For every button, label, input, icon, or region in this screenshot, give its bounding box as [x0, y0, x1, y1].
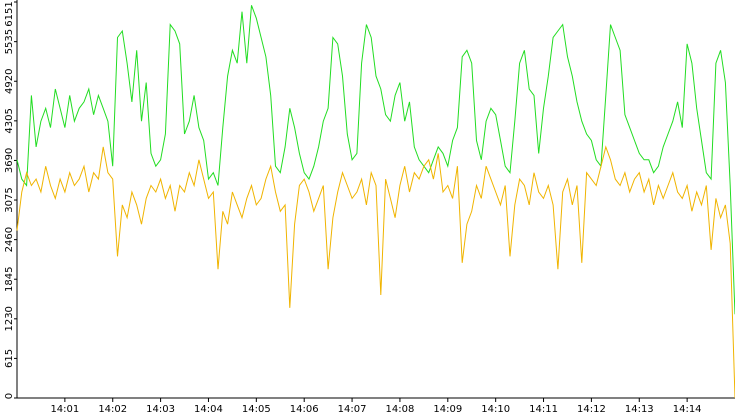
- y-tick-label: 4305: [4, 108, 15, 133]
- x-tick-label: 14:10: [481, 404, 510, 415]
- series-line: [16, 5, 735, 315]
- x-tick-label: 14:12: [577, 404, 606, 415]
- x-tick-label: 14:04: [194, 404, 223, 415]
- x-tick-label: 14:11: [529, 404, 558, 415]
- y-tick-label: 3690: [4, 148, 15, 173]
- x-tick-label: 14:03: [146, 404, 175, 415]
- series-line: [16, 145, 735, 399]
- x-tick-label: 14:13: [625, 404, 654, 415]
- x-tick-label: 14:05: [242, 404, 271, 415]
- x-tick-label: 14:14: [673, 404, 702, 415]
- x-tick-label: 14:01: [50, 404, 79, 415]
- y-tick-label: 6151: [4, 1, 15, 26]
- x-tick-label: 14:08: [386, 404, 415, 415]
- y-tick-label: 615: [4, 349, 15, 368]
- y-tick-label: 3075: [4, 187, 15, 212]
- y-tick-label: 2460: [4, 227, 15, 252]
- y-tick-label: 5535: [4, 29, 15, 54]
- y-tick-label: 0: [4, 393, 15, 399]
- x-tick-label: 14:02: [98, 404, 127, 415]
- y-tick-label: 1230: [4, 306, 15, 331]
- x-tick-label: 14:09: [433, 404, 462, 415]
- y-tick-label: 1845: [4, 266, 15, 291]
- x-tick-label: 14:07: [338, 404, 367, 415]
- y-tick-label: 4920: [4, 69, 15, 94]
- x-tick-label: 14:06: [290, 404, 319, 415]
